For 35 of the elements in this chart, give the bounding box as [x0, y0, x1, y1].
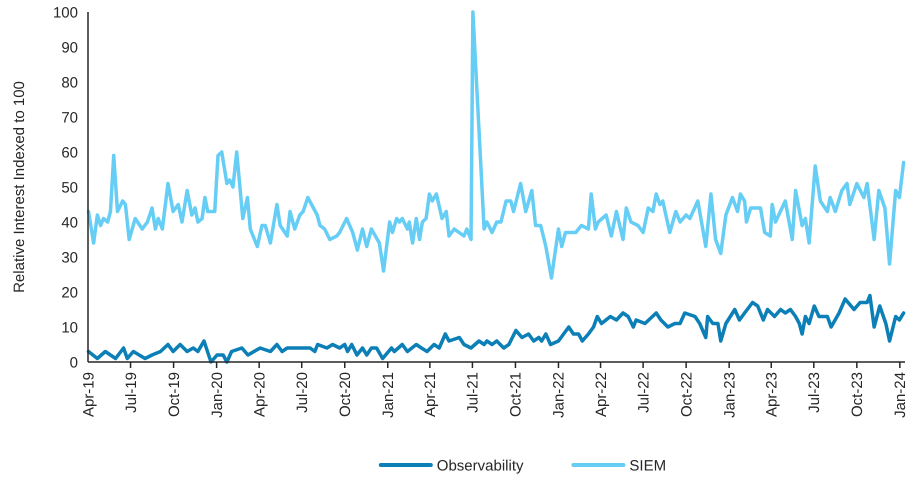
y-axis-title: Relative Interest Indexed to 100 — [11, 81, 28, 293]
x-tick-label: Jul-20 — [294, 372, 311, 413]
x-tick-label: Oct-22 — [678, 372, 696, 418]
x-tick-label: Apr-22 — [592, 372, 610, 418]
y-tick-label: 60 — [61, 144, 78, 162]
x-tick-label: Jan-24 — [892, 372, 910, 418]
x-tick-label: Oct-23 — [849, 372, 866, 418]
x-tick-label: Oct-20 — [336, 372, 354, 418]
x-tick-label: Jan-21 — [380, 372, 398, 418]
x-tick-label: Jul-21 — [464, 372, 482, 413]
x-tick-label: Jul-23 — [806, 372, 824, 413]
x-tick-label: Jul-19 — [122, 372, 140, 413]
x-tick-label: Jan-20 — [208, 372, 226, 418]
x-tick-label: Apr-21 — [422, 372, 440, 418]
y-tick-label: 50 — [61, 179, 78, 196]
legend-label: Observability — [436, 457, 524, 474]
line-series — [86, 10, 906, 280]
y-tick-label: 70 — [61, 109, 78, 126]
y-tick-label: 80 — [61, 74, 78, 92]
x-tick-label: Oct-21 — [508, 372, 525, 418]
x-tick-label: Apr-23 — [764, 372, 780, 418]
x-tick-label: Apr-19 — [80, 372, 98, 418]
x-tick-label: Jan-23 — [721, 372, 738, 418]
x-tick-label: Jul-22 — [635, 372, 652, 413]
y-tick-label: 30 — [61, 249, 78, 266]
y-tick-label: 40 — [61, 214, 78, 232]
y-tick-label: 100 — [52, 4, 78, 22]
y-tick-label: 20 — [61, 284, 78, 302]
x-tick-label: Jan-22 — [550, 372, 568, 418]
y-tick-label: 90 — [61, 39, 78, 56]
legend-label: SIEM — [629, 457, 666, 474]
x-tick-label: Oct-19 — [166, 372, 183, 418]
x-tick-label: Apr-20 — [251, 372, 268, 418]
y-tick-label: 0 — [70, 354, 78, 372]
y-tick-label: 10 — [61, 319, 78, 336]
